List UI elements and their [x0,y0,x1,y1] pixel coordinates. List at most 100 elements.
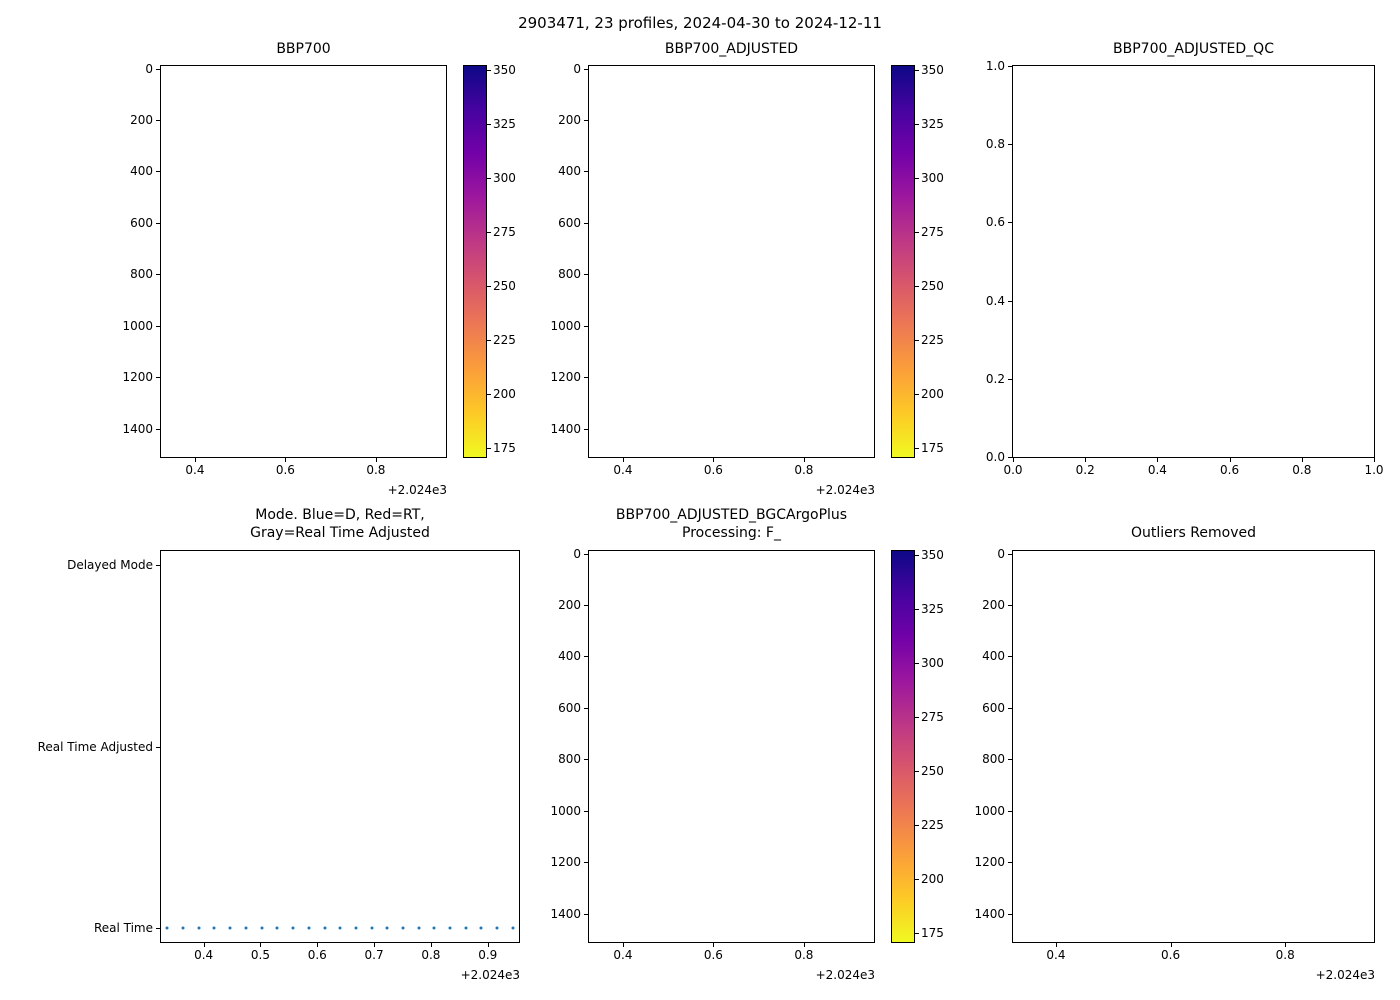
y-tick-label: 1000 [550,318,581,333]
profile-point [385,926,389,930]
x-tick-mark [1085,458,1087,462]
y-tick-mark [156,222,160,224]
colorbar-tick-label: 300 [493,171,516,186]
y-tick-label: Real Time Adjusted [37,739,153,754]
y-tick-label: 1.0 [985,59,1005,73]
x-tick-mark [622,943,624,947]
x-tick-label: 0.0 [1003,463,1023,477]
y-tick-label: 400 [558,649,581,664]
y-tick-label: 600 [130,215,153,230]
colorbar-tick-label: 200 [921,387,944,402]
profile-point [448,926,452,930]
y-tick-mark [584,68,588,70]
colorbar-tick-label: 275 [921,710,944,725]
figure-title: 2903471, 23 profiles, 2024-04-30 to 2024… [518,14,882,32]
axes-mode: 0.4 0.5 0.6 0.7 0.8 0.9 Delayed Mode Real Time … [38,550,520,962]
x-tick-mark [1301,458,1303,462]
x-tick-label: 0.5 [250,948,270,962]
y-tick-label: 1400 [122,421,153,436]
y-tick-mark [1008,66,1012,67]
y-tick-label: Delayed Mode [67,558,153,573]
colorbar-tick-label: 250 [921,279,944,294]
y-tick-mark [584,707,588,709]
axes-bbp700-adjusted: 0.4 0.6 0.8 0 200 400 600 800 1000 1200 1400 [550,62,875,477]
colorbar-tick-mark [915,70,919,72]
y-tick-mark [584,377,588,379]
y-tick-mark [1008,759,1012,761]
x-tick-label: 0.4 [613,463,633,477]
profile-point [417,926,421,930]
colorbar-tick-label: 175 [921,926,944,941]
profile-point [464,926,468,930]
x-tick-label: 0.7 [364,948,384,962]
x-tick-label: 0.4 [1147,463,1167,477]
x-tick-mark [1170,943,1172,947]
profile-point [197,926,200,930]
x-tick-label: 0.4 [185,463,205,477]
colorbar-tick-mark [487,178,491,180]
x-offset-text-mode: +2.024e3 [460,968,520,982]
y-tick-mark [584,553,588,555]
y-tick-mark [1008,553,1012,555]
x-tick-label: 0.6 [1220,463,1240,477]
x-tick-mark [487,943,489,947]
y-tick-label: 0 [997,546,1005,561]
y-tick-label: 200 [982,598,1005,613]
y-tick-label: 1200 [122,370,153,385]
x-tick-label: 0.8 [794,463,814,477]
profile-point [291,926,295,930]
y-tick-label: 600 [982,700,1005,715]
colorbar-tick-mark [915,232,919,234]
y-tick-mark [1008,707,1012,709]
colorbar-tick-mark [487,286,491,288]
y-tick-label: 0.6 [985,215,1005,230]
x-tick-label: 0.8 [421,948,441,962]
colorbar-tick-mark [915,825,919,827]
colorbar-bbp700: 350 325 300 275 250 225 200 175 [463,63,516,458]
colorbar-tick-label: 350 [493,63,516,78]
y-tick-label: 0 [145,61,153,76]
y-tick-label: 1200 [974,855,1005,870]
y-tick-label: 1200 [550,855,581,870]
y-tick-label: 600 [558,215,581,230]
y-tick-mark [1008,810,1012,812]
colorbar-tick-label: 250 [921,764,944,779]
y-tick-label: 200 [558,598,581,613]
colorbar-tick-label: 175 [921,441,944,456]
profile-point [495,926,499,930]
y-tick-mark [156,428,160,430]
colorbar-tick-mark [915,879,919,881]
y-tick-mark [156,68,160,70]
axes-bbp700: 0.4 0.6 0.8 0 200 400 600 800 1000 1200 1400 [122,62,447,477]
y-tick-mark [584,759,588,761]
y-tick-label: 0 [573,61,581,76]
y-tick-mark [584,862,588,864]
y-tick-label: 1400 [974,906,1005,921]
y-tick-mark [584,810,588,812]
colorbar-tick-label: 275 [493,225,516,240]
y-tick-label: 1200 [550,370,581,385]
colorbar-tick-label: 225 [921,333,944,348]
y-tick-mark [156,171,160,173]
profile-point [212,926,216,930]
x-tick-label: 0.8 [1275,948,1295,962]
colorbar-tick-label: 325 [921,117,944,132]
x-tick-mark [1285,943,1287,947]
colorbar-tick-mark [915,286,919,288]
x-tick-mark [317,943,319,947]
axes-bbp700-adjusted-qc: 0.0 0.2 0.4 0.6 0.8 1.0 1.0 0.8 0.6 0.4 0.2 0.0 [986,59,1384,477]
subplot-title-bbp700-adjusted-qc: BBP700_ADJUSTED_QC [1113,41,1274,57]
x-tick-label: 0.6 [1161,948,1181,962]
y-tick-label: 800 [558,752,581,767]
colorbar-bgcargoplus: 350 325 300 275 250 225 200 175 [891,548,944,943]
y-tick-label: 1000 [122,318,153,333]
x-tick-label: 0.4 [194,948,214,962]
y-tick-mark [156,120,160,122]
profile-point [181,926,185,930]
colorbar-tick-mark [915,448,919,450]
y-tick-mark [584,913,588,915]
y-tick-mark [1008,656,1012,658]
axes-bgcargoplus: 0.4 0.6 0.8 0 200 400 600 800 1000 1200 1400 [550,547,875,962]
y-tick-label: 200 [130,113,153,128]
x-tick-mark [803,458,805,462]
